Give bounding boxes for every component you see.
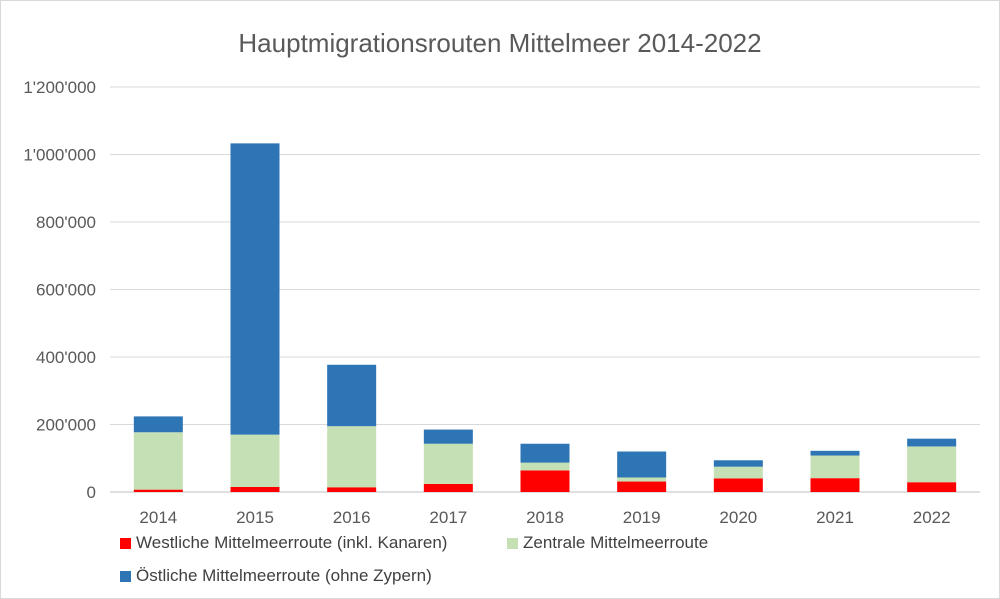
y-tick-label: 600'000	[36, 281, 96, 300]
bar-zentrale-2020	[713, 466, 763, 479]
x-tick-label: 2020	[719, 508, 757, 527]
bar-westliche-2014	[133, 489, 183, 492]
legend-item-westliche: Westliche Mittelmeerroute (inkl. Kanaren…	[120, 533, 447, 553]
bar-westliche-2016	[327, 487, 377, 492]
bar-oestliche-2022	[907, 438, 957, 447]
y-tick-label: 200'000	[36, 416, 96, 435]
y-tick-label: 800'000	[36, 213, 96, 232]
x-tick-label: 2019	[623, 508, 661, 527]
bar-zentrale-2017	[423, 443, 473, 484]
y-tick-label: 1'200'000	[23, 78, 96, 97]
bar-oestliche-2020	[713, 460, 763, 467]
bar-oestliche-2019	[617, 451, 667, 478]
legend-label-westliche: Westliche Mittelmeerroute (inkl. Kanaren…	[136, 533, 448, 552]
bar-oestliche-2018	[520, 443, 570, 463]
bar-westliche-2021	[810, 478, 860, 492]
bar-westliche-2019	[617, 481, 667, 492]
bar-oestliche-2016	[327, 364, 377, 427]
x-tick-label: 2018	[526, 508, 564, 527]
bar-westliche-2022	[907, 482, 957, 492]
y-tick-label: 1'000'000	[23, 146, 96, 165]
legend-item-oestliche: Östliche Mittelmeerroute (ohne Zypern)	[120, 566, 432, 586]
bar-zentrale-2019	[617, 477, 667, 482]
bar-zentrale-2021	[810, 455, 860, 479]
bar-zentrale-2015	[230, 434, 280, 487]
bar-zentrale-2022	[907, 446, 957, 483]
bar-westliche-2018	[520, 470, 570, 492]
legend-swatch-westliche	[120, 537, 131, 549]
bar-zentrale-2016	[327, 426, 377, 488]
legend-item-zentrale: Zentrale Mittelmeerroute	[507, 533, 708, 553]
x-tick-label: 2015	[236, 508, 274, 527]
chart-title: Hauptmigrationsrouten Mittelmeer 2014-20…	[238, 28, 762, 58]
y-tick-label: 400'000	[36, 348, 96, 367]
bar-oestliche-2017	[423, 429, 473, 444]
y-tick-label: 0	[87, 483, 96, 502]
bar-oestliche-2021	[810, 450, 860, 456]
bar-westliche-2017	[423, 483, 473, 492]
x-tick-label: 2014	[139, 508, 177, 527]
legend-label-oestliche: Östliche Mittelmeerroute (ohne Zypern)	[136, 566, 432, 585]
bar-westliche-2020	[713, 478, 763, 492]
x-tick-label: 2016	[333, 508, 371, 527]
bar-oestliche-2014	[133, 416, 183, 433]
legend-swatch-oestliche	[120, 570, 131, 582]
bar-westliche-2015	[230, 486, 280, 492]
x-tick-label: 2017	[429, 508, 467, 527]
x-tick-label: 2021	[816, 508, 854, 527]
bar-oestliche-2015	[230, 143, 280, 435]
bar-zentrale-2014	[133, 432, 183, 490]
legend-swatch-zentrale	[507, 537, 518, 549]
x-tick-label: 2022	[913, 508, 951, 527]
legend-label-zentrale: Zentrale Mittelmeerroute	[523, 533, 709, 552]
bar-zentrale-2018	[520, 462, 570, 471]
